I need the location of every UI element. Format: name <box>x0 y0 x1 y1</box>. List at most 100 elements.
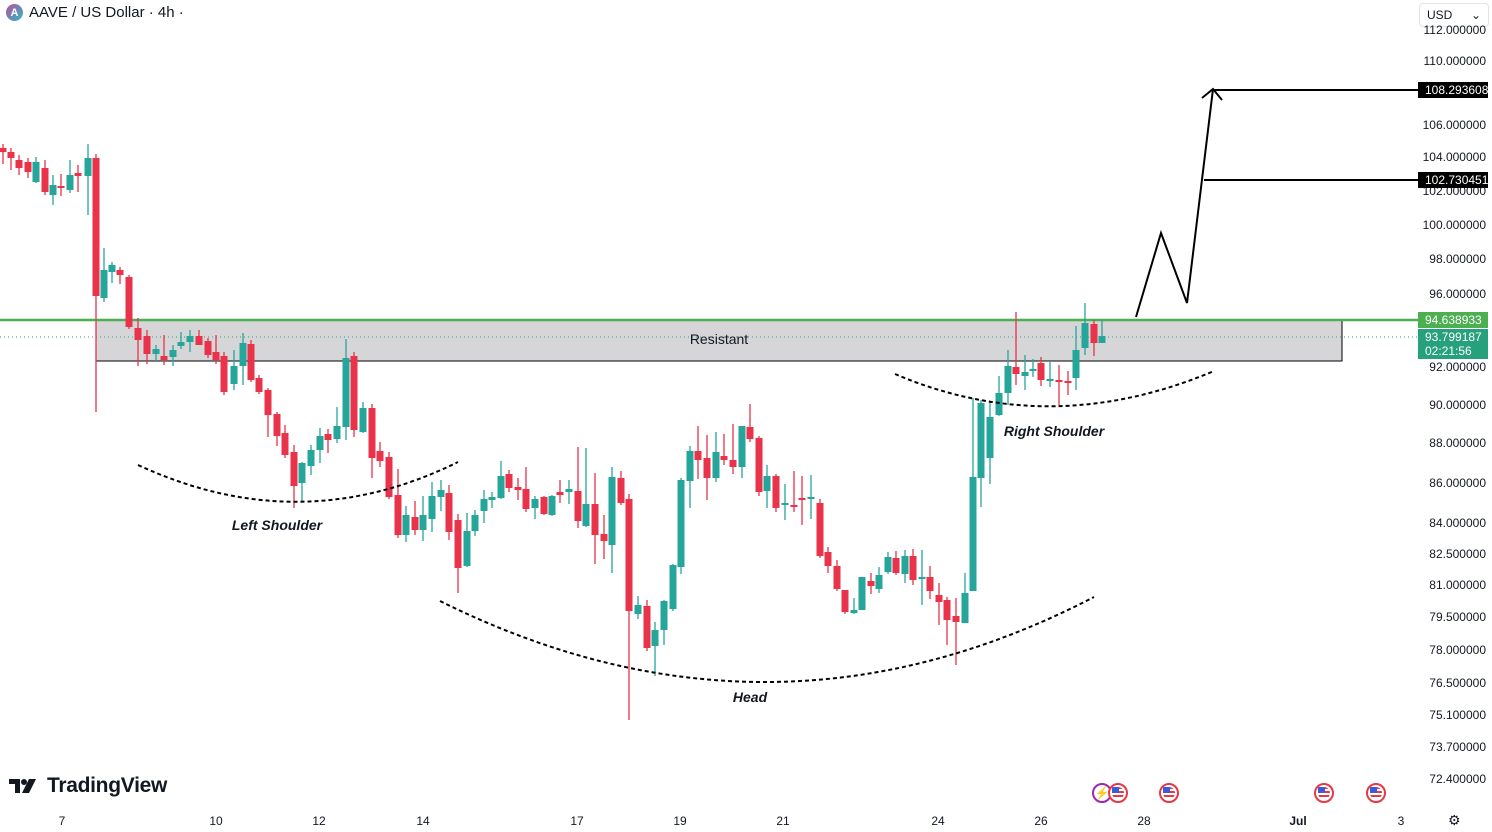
candle-bearish[interactable] <box>952 616 960 622</box>
candle-bullish[interactable] <box>307 450 315 466</box>
candle-bearish[interactable] <box>212 352 220 360</box>
candle-bullish[interactable] <box>480 499 488 511</box>
candle-bearish[interactable] <box>273 414 281 436</box>
candle-bearish[interactable] <box>143 336 151 354</box>
candle-bearish[interactable] <box>385 457 393 497</box>
candle-bearish[interactable] <box>591 504 599 535</box>
us-flag-event-icon[interactable] <box>1366 783 1386 803</box>
candle-bullish[interactable] <box>497 476 505 498</box>
candle-bullish[interactable] <box>1081 323 1089 348</box>
candle-bearish[interactable] <box>574 491 582 521</box>
candle-bearish[interactable] <box>798 498 806 500</box>
candle-bullish[interactable] <box>634 605 642 614</box>
candle-bearish[interactable] <box>892 558 900 573</box>
candle-bullish[interactable] <box>402 515 410 535</box>
candle-bullish[interactable] <box>186 336 194 342</box>
candle-bearish[interactable] <box>220 356 228 392</box>
candle-bearish[interactable] <box>7 152 15 158</box>
candle-bearish[interactable] <box>617 478 625 503</box>
candle-bullish[interactable] <box>651 630 659 646</box>
candle-bullish[interactable] <box>807 497 815 499</box>
candle-bullish[interactable] <box>428 496 436 519</box>
candle-bearish[interactable] <box>195 336 203 345</box>
candle-bullish[interactable] <box>66 175 74 190</box>
candle-bullish[interactable] <box>875 575 883 589</box>
candle-bullish[interactable] <box>108 265 116 272</box>
candle-bearish[interactable] <box>1037 363 1045 380</box>
settings-icon[interactable]: ⚙ <box>1448 812 1461 828</box>
candle-bullish[interactable] <box>471 515 479 531</box>
candle-bullish[interactable] <box>986 417 994 458</box>
candle-bullish[interactable] <box>239 343 247 366</box>
candle-bearish[interactable] <box>867 581 875 586</box>
candle-bearish[interactable] <box>116 270 124 275</box>
candle-bullish[interactable] <box>608 477 616 545</box>
candle-bearish[interactable] <box>514 487 522 490</box>
candle-bearish[interactable] <box>290 452 298 486</box>
candle-bearish[interactable] <box>411 517 419 530</box>
candle-bullish[interactable] <box>49 185 57 195</box>
candle-bullish[interactable] <box>531 499 539 508</box>
candle-bearish[interactable] <box>833 566 841 589</box>
candle-bearish[interactable] <box>57 186 65 188</box>
candle-bearish[interactable] <box>125 277 133 327</box>
candle-bearish[interactable] <box>824 552 832 566</box>
candle-bearish[interactable] <box>625 499 633 611</box>
candle-bearish[interactable] <box>746 427 754 439</box>
candle-bullish[interactable] <box>918 577 926 579</box>
candle-bearish[interactable] <box>841 590 849 612</box>
candle-bullish[interactable] <box>565 489 573 492</box>
candle-bearish[interactable] <box>376 451 384 461</box>
candle-bullish[interactable] <box>1098 336 1106 343</box>
currency-select[interactable]: USD ⌄ <box>1419 3 1489 27</box>
candle-bearish[interactable] <box>247 344 255 380</box>
price-tag[interactable]: 108.293608 <box>1418 82 1488 98</box>
candle-bearish[interactable] <box>1090 324 1098 343</box>
candle-bearish[interactable] <box>1064 381 1072 383</box>
candle-bullish[interactable] <box>995 393 1003 415</box>
head-curve[interactable] <box>439 596 1095 683</box>
candle-bearish[interactable] <box>92 158 100 296</box>
candle-bearish[interactable] <box>204 341 212 355</box>
candle-bearish[interactable] <box>324 434 332 440</box>
candle-bullish[interactable] <box>669 565 677 609</box>
left-shoulder-curve[interactable] <box>137 461 459 503</box>
candle-bearish[interactable] <box>522 489 530 509</box>
candle-bearish[interactable] <box>926 577 934 591</box>
price-tag[interactable]: 94.638933 <box>1418 312 1488 328</box>
candle-bearish[interactable] <box>556 492 564 495</box>
candle-bearish[interactable] <box>445 493 453 532</box>
candle-bullish[interactable] <box>32 162 40 182</box>
candle-bearish[interactable] <box>772 476 780 508</box>
us-flag-event-icon[interactable] <box>1314 783 1334 803</box>
price-tag[interactable]: 102.730451 <box>1418 172 1488 188</box>
candle-bearish[interactable] <box>790 505 798 507</box>
candle-bearish[interactable] <box>281 433 289 455</box>
candle-bearish[interactable] <box>1012 367 1020 374</box>
candle-bullish[interactable] <box>1072 350 1080 378</box>
candle-bearish[interactable] <box>600 534 608 541</box>
candle-bearish[interactable] <box>74 173 82 176</box>
candle-bullish[interactable] <box>230 366 238 384</box>
candle-bullish[interactable] <box>437 490 445 497</box>
candle-bullish[interactable] <box>901 556 909 574</box>
candle-bullish[interactable] <box>660 601 668 630</box>
candle-bearish[interactable] <box>703 458 711 478</box>
us-flag-event-icon[interactable] <box>1159 783 1179 803</box>
candle-bullish[interactable] <box>781 503 789 505</box>
candle-bullish[interactable] <box>316 436 324 450</box>
candle-bullish[interactable] <box>686 451 694 481</box>
candle-bearish[interactable] <box>24 162 32 172</box>
candle-bullish[interactable] <box>169 350 177 357</box>
candle-bullish[interactable] <box>548 496 556 515</box>
candle-bullish[interactable] <box>738 426 746 467</box>
candle-bearish[interactable] <box>943 600 951 620</box>
candle-bullish[interactable] <box>961 593 969 623</box>
candle-bullish[interactable] <box>333 426 341 439</box>
candle-bearish[interactable] <box>816 503 824 556</box>
symbol-title[interactable]: AAVE / US Dollar · 4h · <box>29 4 184 21</box>
candle-bullish[interactable] <box>969 477 977 591</box>
candle-bullish[interactable] <box>359 408 367 432</box>
candle-bullish[interactable] <box>1021 372 1029 376</box>
candle-bullish[interactable] <box>977 403 985 478</box>
